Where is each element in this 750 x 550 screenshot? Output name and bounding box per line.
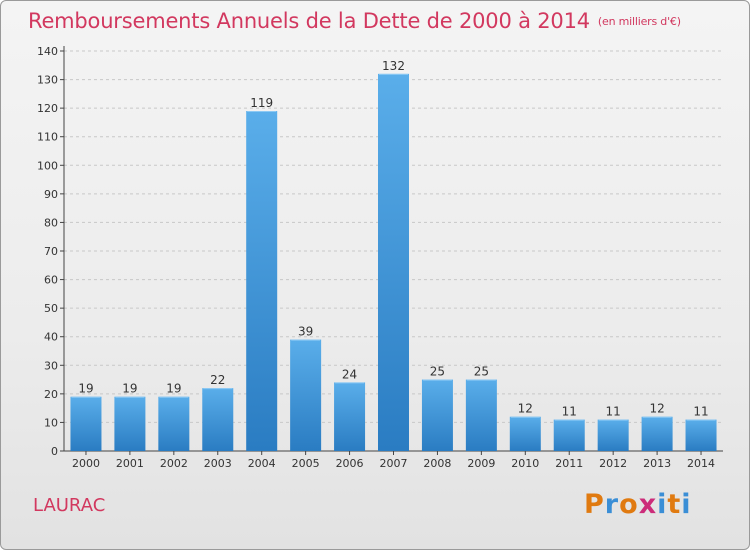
logo-letter: r bbox=[604, 489, 620, 520]
bar-2001 bbox=[114, 396, 146, 451]
bar-2005 bbox=[290, 339, 322, 451]
y-tick-label: 100 bbox=[37, 159, 58, 172]
logo-letter: i bbox=[657, 489, 668, 520]
y-tick-label: 30 bbox=[44, 359, 58, 372]
logo-letter: P bbox=[584, 489, 605, 520]
y-tick-label: 140 bbox=[37, 45, 58, 58]
x-tick-label-2004: 2004 bbox=[248, 457, 276, 470]
y-tick-label: 0 bbox=[51, 445, 58, 458]
bar-2007 bbox=[378, 73, 409, 451]
bar-2009 bbox=[465, 379, 497, 451]
value-label-2002: 19 bbox=[166, 382, 181, 396]
x-tick-label-2012: 2012 bbox=[599, 457, 627, 470]
x-tick-label-2014: 2014 bbox=[687, 457, 715, 470]
x-tick-label-2013: 2013 bbox=[643, 457, 671, 470]
x-tick-label-2010: 2010 bbox=[511, 457, 539, 470]
grid-lines bbox=[64, 50, 723, 423]
value-label-2001: 19 bbox=[122, 382, 137, 396]
value-label-2004: 119 bbox=[250, 96, 273, 110]
value-label-2009: 25 bbox=[474, 365, 489, 379]
value-label-2013: 12 bbox=[649, 402, 664, 416]
y-tick-label: 10 bbox=[44, 416, 58, 429]
bar-2000 bbox=[70, 396, 102, 451]
bar-2013 bbox=[641, 416, 673, 451]
y-tick-label: 130 bbox=[37, 74, 58, 87]
x-tick-label-2005: 2005 bbox=[292, 457, 320, 470]
logo-letter: o bbox=[619, 489, 639, 520]
y-tick-label: 110 bbox=[37, 131, 58, 144]
chart-title-text: Remboursements Annuels de la Dette de 20… bbox=[28, 9, 590, 33]
value-label-2000: 19 bbox=[78, 382, 93, 396]
bars bbox=[70, 73, 717, 451]
proxiti-logo: Proxiti bbox=[584, 489, 692, 520]
chart-subtitle: (en milliers d'€) bbox=[597, 15, 681, 28]
bar-2010 bbox=[509, 416, 541, 451]
commune-name: LAURAC bbox=[33, 495, 106, 516]
bar-2004 bbox=[246, 111, 278, 451]
x-tick-label-2003: 2003 bbox=[204, 457, 232, 470]
y-tick-label: 60 bbox=[44, 274, 58, 287]
chart-title: Remboursements Annuels de la Dette de 20… bbox=[28, 9, 681, 33]
x-tick-label-2006: 2006 bbox=[336, 457, 364, 470]
logo-letter: t bbox=[667, 489, 682, 520]
value-label-2012: 11 bbox=[606, 405, 621, 419]
bar-2002 bbox=[158, 396, 190, 451]
bar-2012 bbox=[597, 419, 629, 451]
logo-letter: x bbox=[638, 489, 658, 520]
value-label-2014: 11 bbox=[693, 405, 708, 419]
bar-2008 bbox=[421, 379, 453, 451]
y-tick-label: 50 bbox=[44, 302, 58, 315]
y-tick-label: 40 bbox=[44, 331, 58, 344]
value-label-2010: 12 bbox=[518, 402, 533, 416]
x-tick-label-2008: 2008 bbox=[423, 457, 451, 470]
value-label-2006: 24 bbox=[342, 367, 357, 381]
value-label-2003: 22 bbox=[210, 373, 225, 387]
labels: 0 10 20 30 40 50 60 70 80 90 100 110 120 130 140 19 2000… bbox=[37, 45, 715, 470]
y-tick-label: 120 bbox=[37, 102, 58, 115]
value-label-2011: 11 bbox=[562, 405, 577, 419]
bar-2006 bbox=[334, 382, 366, 451]
bar-2003 bbox=[202, 388, 234, 451]
bar-2011 bbox=[553, 419, 585, 451]
y-tick-label: 90 bbox=[44, 188, 58, 201]
x-tick-label-2011: 2011 bbox=[555, 457, 583, 470]
x-tick-label-2002: 2002 bbox=[160, 457, 188, 470]
x-tick-label-2000: 2000 bbox=[72, 457, 100, 470]
x-tick-label-2009: 2009 bbox=[467, 457, 495, 470]
logo-letter: i bbox=[681, 489, 692, 520]
x-tick-label-2007: 2007 bbox=[380, 457, 408, 470]
y-tick-label: 20 bbox=[44, 388, 58, 401]
value-label-2007: 132 bbox=[382, 59, 405, 73]
value-label-2008: 25 bbox=[430, 365, 445, 379]
value-label-2005: 39 bbox=[298, 325, 313, 339]
y-tick-label: 80 bbox=[44, 216, 58, 229]
x-tick-label-2001: 2001 bbox=[116, 457, 144, 470]
y-tick-label: 70 bbox=[44, 245, 58, 258]
bar-2014 bbox=[685, 419, 717, 451]
